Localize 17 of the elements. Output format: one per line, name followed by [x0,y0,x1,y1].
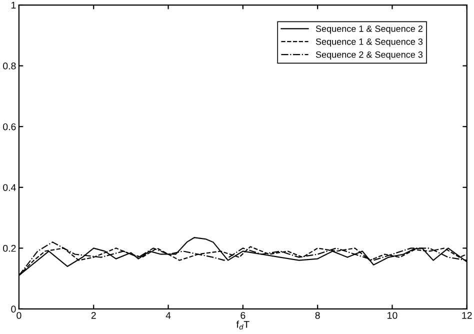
x-tick-label: 12 [462,312,472,319]
x-tick-label: 10 [388,312,398,319]
x-tick-label: 8 [315,312,320,319]
y-tick-label: 0.4 [3,184,16,191]
x-tick-label: 4 [166,312,171,319]
x-tick-label: 0 [16,312,22,319]
legend-label: Sequence 1 & Sequence 3 [316,38,423,47]
y-tick-label: 1 [12,2,16,9]
x-axis-title: f$_{d}$T [236,320,250,330]
legend-label: Sequence 1 & Sequence 2 [316,26,422,34]
y-tick-label: 0 [11,306,16,313]
legend-label: Sequence 2 & Sequence 3 [316,51,423,60]
y-tick-label: 0.6 [3,123,16,130]
x-tick-label: 6 [240,312,246,319]
y-tick-label: 0.2 [3,244,16,252]
x-tick-label: 2 [91,312,96,319]
y-tick-label: 0.8 [3,62,16,70]
